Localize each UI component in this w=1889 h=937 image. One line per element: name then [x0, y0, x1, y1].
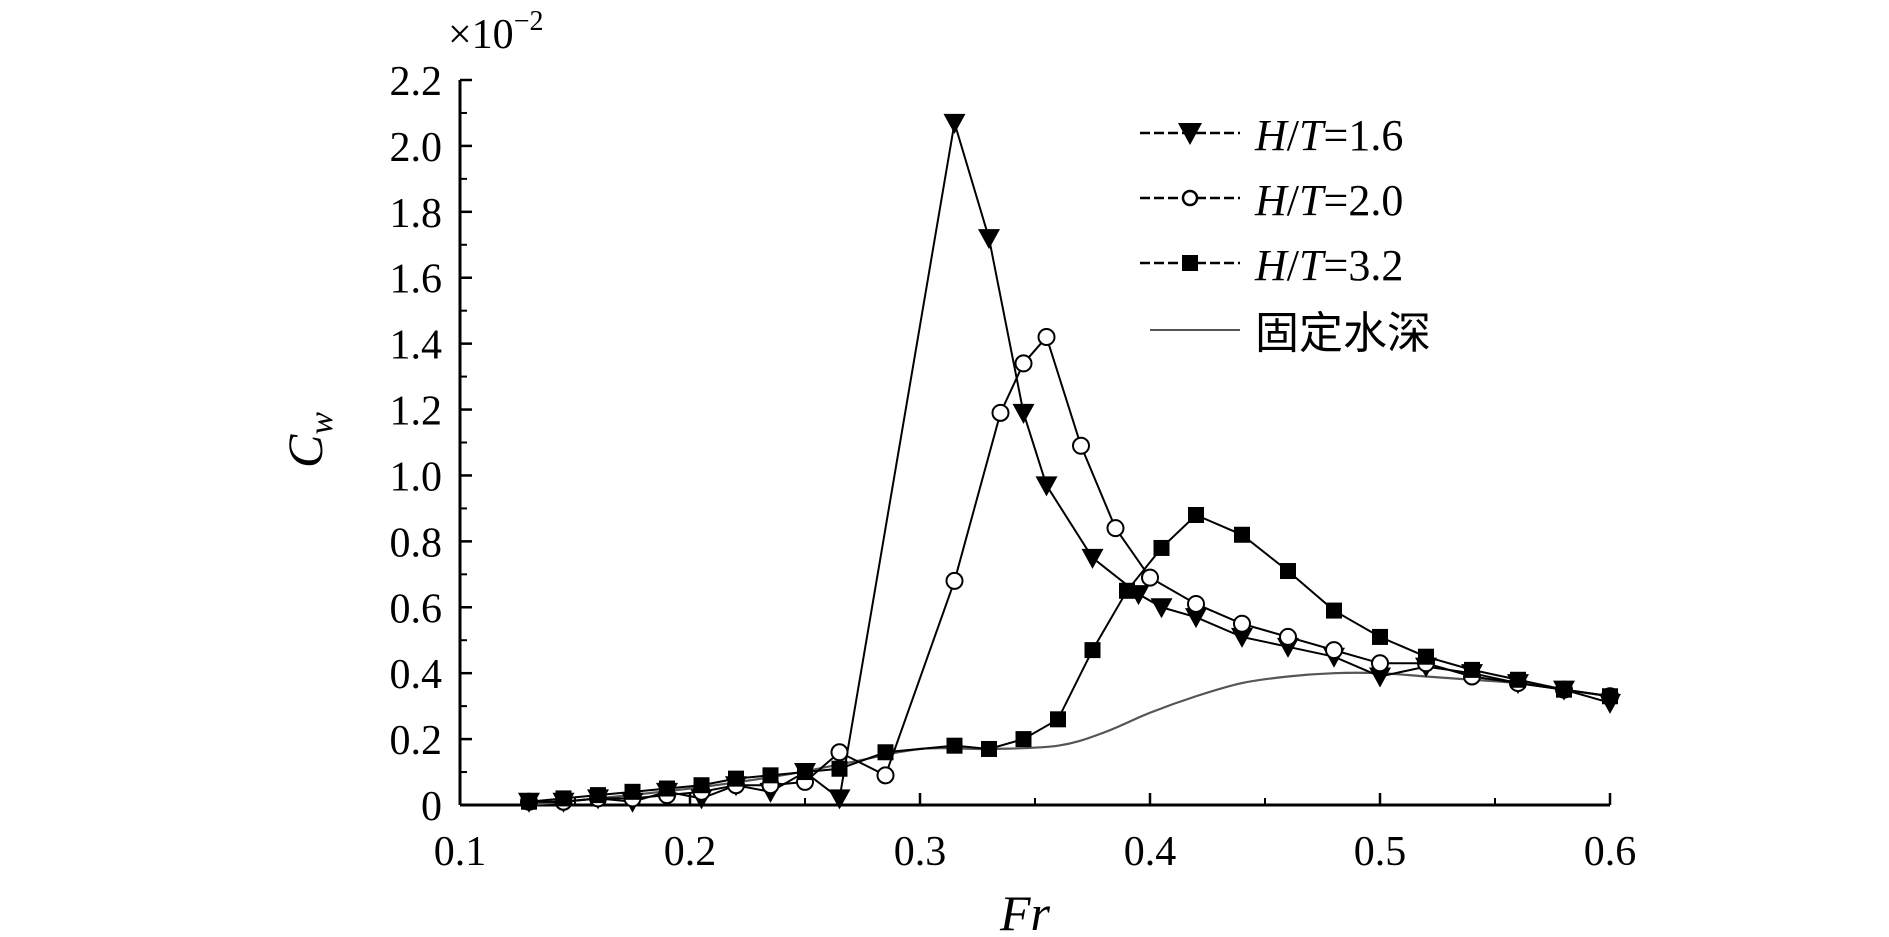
series-1-point-14 — [1037, 328, 1056, 347]
series-2-point-13 — [1015, 731, 1032, 748]
series-2-point-10 — [877, 744, 894, 761]
series-2-point-19 — [1234, 526, 1250, 543]
y-axis-title-main: C — [277, 434, 333, 468]
legend-entry-3: 固定水深 — [1150, 308, 1431, 359]
series-1-point-12 — [991, 403, 1010, 422]
series-2-point-16 — [1119, 582, 1135, 599]
series-1-point-19 — [1233, 614, 1251, 633]
series-0-point-14 — [1081, 548, 1104, 569]
series-2-point-11 — [946, 737, 963, 754]
series-1-point-18 — [1187, 594, 1205, 613]
y-tick-label-11: 2.2 — [390, 59, 443, 105]
series-2-point-27 — [1602, 688, 1618, 705]
series-1-point-22 — [1371, 654, 1389, 673]
series-0-point-9 — [828, 789, 851, 810]
series-2-point-7 — [762, 767, 779, 784]
legend-marker-circle-open — [1181, 189, 1199, 207]
series-2-point-21 — [1326, 602, 1342, 619]
series-2-point-8 — [797, 764, 813, 781]
series-1-point-11 — [945, 571, 964, 590]
series-0-point-10 — [943, 113, 966, 134]
x-tick-label-1: 0.2 — [664, 829, 717, 875]
y-tick-label-3: 0.6 — [390, 586, 443, 632]
series-2-point-18 — [1188, 507, 1204, 523]
y-tick-label-0: 0 — [421, 784, 442, 830]
series-0-point-18 — [1231, 627, 1253, 648]
y-tick-label-2: 0.4 — [390, 652, 443, 698]
series-1-point-15 — [1072, 436, 1090, 455]
series-2-point-3 — [624, 783, 641, 800]
y-tick-label-7: 1.4 — [390, 323, 443, 369]
legend: H/T=1.6 H/T=2.0 H/T=3.2 固定水深 — [1140, 111, 1431, 359]
tick-labels: 0.1 0.2 0.3 0.4 0.5 0.6 0 0.2 0.4 0.6 0.8 1.0 1.2 1.4… — [390, 59, 1637, 875]
x-tick-label-0: 0.1 — [434, 829, 487, 875]
series-layer — [518, 113, 1621, 813]
x-tick-label-3: 0.4 — [1124, 829, 1177, 875]
y-tick-label-4: 0.8 — [390, 520, 443, 566]
x-tick-label-4: 0.5 — [1354, 829, 1407, 875]
series-2-point-4 — [659, 780, 675, 797]
y-tick-label-5: 1.0 — [390, 454, 443, 500]
series-1-line — [529, 335, 1611, 803]
y-axis-title: Cw — [277, 412, 340, 468]
legend-label-3: 固定水深 — [1255, 308, 1431, 359]
series-2-point-26 — [1556, 681, 1572, 698]
series-2-point-22 — [1372, 628, 1388, 645]
series-2-point-20 — [1280, 563, 1296, 580]
series-1-point-13 — [1014, 354, 1033, 373]
series-2-point-1 — [555, 790, 572, 807]
x-tick-label-5: 0.6 — [1584, 829, 1637, 875]
series-2-point-14 — [1050, 711, 1066, 728]
series-1-point-21 — [1325, 641, 1343, 660]
legend-label-2: H/T=3.2 — [1254, 241, 1403, 290]
x-tick-label-2: 0.3 — [894, 829, 947, 875]
y-tick-label-1: 0.2 — [390, 718, 443, 764]
y-tick-label-8: 1.6 — [390, 257, 443, 303]
y-tick-label-9: 1.8 — [390, 191, 443, 237]
series-0-point-13 — [1035, 476, 1058, 497]
y-multiplier: ×10−2 — [448, 6, 543, 58]
y-multiplier-base: ×10 — [448, 12, 514, 58]
series-1-point-17 — [1141, 568, 1159, 587]
tick-marks — [458, 78, 1612, 807]
series-2-point-2 — [590, 787, 606, 804]
legend-entry-2: H/T=3.2 — [1140, 241, 1403, 290]
series-0-point-16 — [1150, 598, 1173, 619]
legend-entry-1: H/T=2.0 — [1140, 176, 1403, 225]
legend-label-0: H/T=1.6 — [1254, 111, 1403, 160]
series-0-point-11 — [978, 229, 1000, 250]
x-axis-title: Fr — [999, 885, 1051, 937]
y-multiplier-exponent: −2 — [514, 6, 544, 37]
series-0-point-17 — [1185, 608, 1207, 629]
series-2-point-12 — [981, 740, 997, 757]
legend-marker-square-filled — [1182, 255, 1198, 271]
series-1-point-9 — [830, 743, 849, 762]
series-0-point-21 — [1369, 667, 1391, 688]
series-2-point-24 — [1464, 661, 1480, 678]
y-tick-label-6: 1.2 — [390, 389, 443, 435]
series-1-point-16 — [1106, 519, 1125, 538]
series-2-point-17 — [1153, 539, 1170, 556]
legend-label-1: H/T=2.0 — [1254, 176, 1403, 225]
series-2-point-25 — [1510, 671, 1526, 688]
legend-marker-triangle-down — [1178, 123, 1202, 145]
series-2-point-0 — [521, 793, 537, 810]
series-1-point-10 — [876, 766, 895, 785]
svg-text:Cw: Cw — [277, 412, 340, 468]
series-2-point-15 — [1084, 642, 1101, 659]
series-2-point-23 — [1418, 648, 1434, 665]
legend-entry-0: H/T=1.6 — [1140, 111, 1403, 160]
series-0-point-12 — [1012, 403, 1035, 424]
series-2-point-6 — [728, 770, 744, 787]
series-2-line — [528, 513, 1611, 803]
y-axis-title-sub: w — [303, 412, 340, 435]
series-2-point-9 — [831, 760, 848, 777]
series-2-point-5 — [693, 777, 710, 794]
series-1-point-20 — [1279, 627, 1297, 646]
y-tick-label-10: 2.0 — [390, 125, 443, 171]
